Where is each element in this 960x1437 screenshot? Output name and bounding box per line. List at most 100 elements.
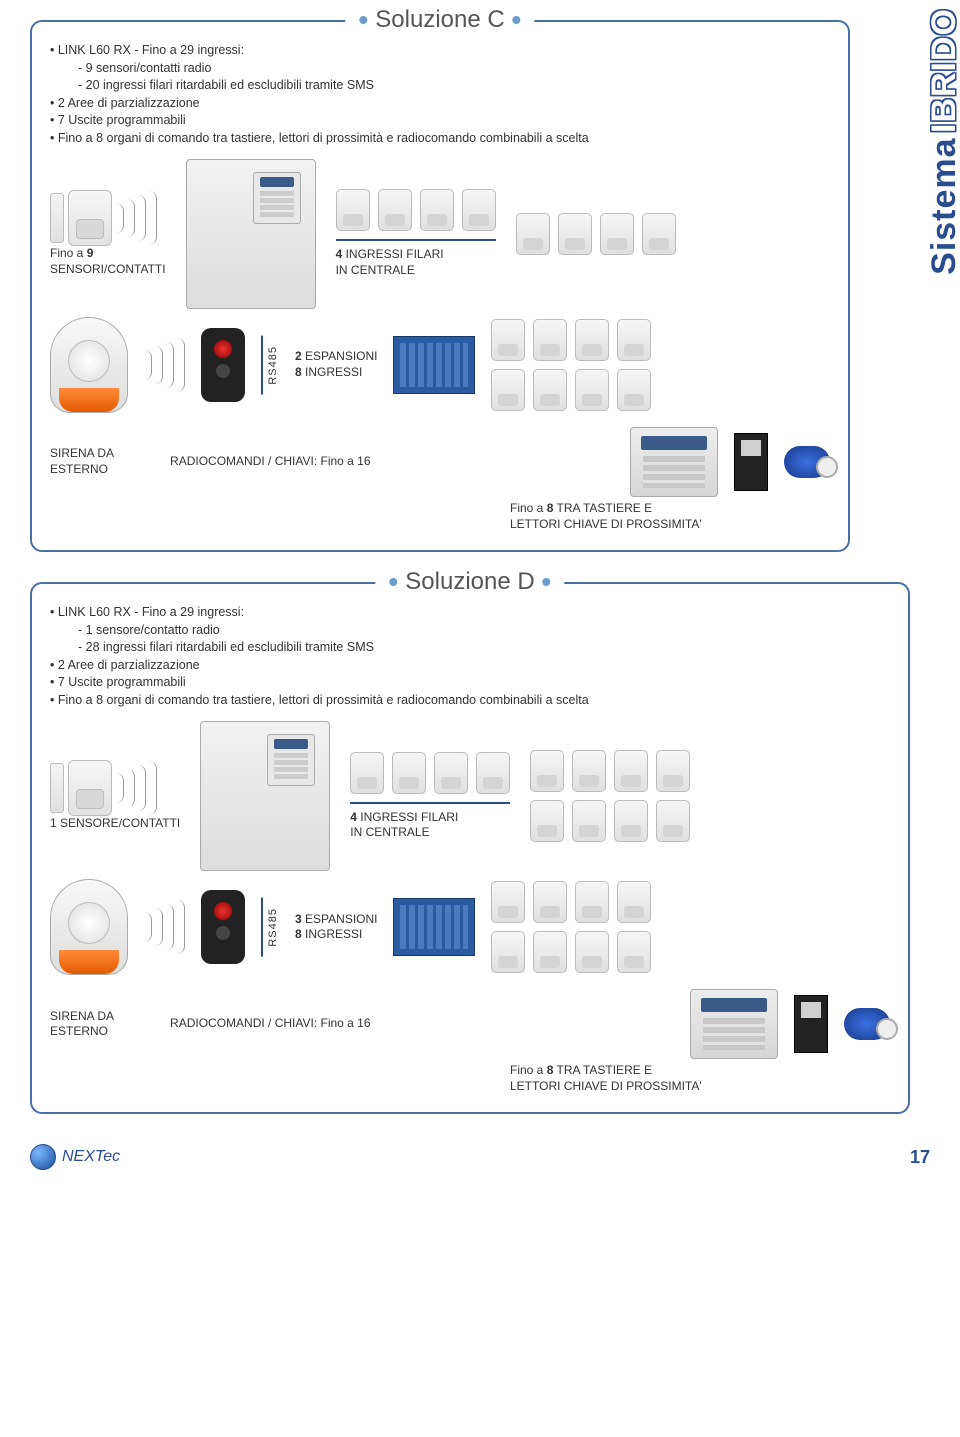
filari-label: 4 INGRESSI FILARI IN CENTRALE (336, 247, 496, 278)
sensor-mini-icon (533, 319, 567, 361)
siren-icon (50, 317, 128, 413)
bullet: Fino a 8 organi di comando tra tastiere,… (50, 692, 890, 710)
title-text: Soluzione D (405, 568, 534, 596)
rfid-tag-icon (784, 446, 830, 478)
row-top-d: 1 SENSORE/CONTATTI 4 INGRESSI FILARI IN … (50, 721, 890, 871)
stacked-sensors (491, 319, 651, 411)
bullet: 7 Uscite programmabili (50, 674, 890, 692)
bullet-sub: - 28 ingressi filari ritardabili ed escl… (50, 639, 890, 657)
keypad-icon (267, 734, 315, 786)
sensor-mini-icon (530, 750, 564, 792)
sensor-mini-icon (642, 213, 676, 255)
side-title-1: Sistema (925, 137, 960, 274)
dot-icon (513, 16, 521, 24)
sirena-label: SIRENA DAESTERNO (50, 1009, 114, 1040)
sensor-mini-icon (378, 189, 412, 231)
title-text: Soluzione C (375, 6, 504, 34)
sensor-mini-icon (614, 750, 648, 792)
radio-waves-icon (116, 761, 157, 815)
row-top-c: Fino a 9 SENSORI/CONTATTI 4 INGRESSI FIL… (50, 159, 830, 309)
bullet-sub: - 9 sensori/contatti radio (50, 60, 830, 78)
bullet-sub: - 20 ingressi filari ritardabili ed escl… (50, 77, 830, 95)
sirena-block: SIRENA DAESTERNO (50, 1009, 114, 1040)
page-number: 17 (910, 1147, 930, 1168)
row-mid-c: RS485 2 ESPANSIONI 8 INGRESSI (200, 317, 830, 413)
radiocomandi-block: RADIOCOMANDI / CHIAVI: Fino a 16 (130, 454, 614, 470)
radio-waves-icon (144, 900, 185, 954)
globe-icon (30, 1144, 56, 1170)
sensor-mini-icon (575, 881, 609, 923)
proximity-reader-icon (734, 433, 768, 491)
sensor-mini-icon (491, 931, 525, 973)
bullet: 7 Uscite programmabili (50, 112, 830, 130)
dot-icon (543, 578, 551, 586)
stacked-sensors (516, 213, 676, 255)
siren-icon (50, 879, 128, 975)
sensor-mini-icon (575, 369, 609, 411)
remote-icon (201, 890, 245, 964)
solution-c-panel: Soluzione C LINK L60 RX - Fino a 29 ingr… (30, 20, 850, 552)
sensor-mini-icon (336, 189, 370, 231)
side-title-2: IBRIDO (925, 8, 960, 133)
wire-icon (350, 794, 510, 804)
sensor-mini-icon (617, 369, 651, 411)
keypad-icon (253, 172, 301, 224)
bullet: LINK L60 RX - Fino a 29 ingressi: (50, 604, 890, 622)
radiocomandi-label: RADIOCOMANDI / CHIAVI: Fino a 16 (170, 1016, 674, 1032)
bullets-c: LINK L60 RX - Fino a 29 ingressi: - 9 se… (50, 42, 830, 147)
sensor-mini-icon (516, 213, 550, 255)
bullet: LINK L60 RX - Fino a 29 ingressi: (50, 42, 830, 60)
vertical-side-title: Sistema IBRIDO (925, 8, 960, 275)
central-unit-icon (186, 159, 316, 309)
sensor-mini-icon (530, 800, 564, 842)
sensor-mini-icon (434, 752, 468, 794)
expansion-label: 3 ESPANSIONI 8 INGRESSI (295, 912, 377, 943)
radiocomandi-label: RADIOCOMANDI / CHIAVI: Fino a 16 (170, 454, 614, 470)
sensor-mini-icon (491, 369, 525, 411)
sensor-mini-icon (617, 319, 651, 361)
keypad-reader-icon (630, 427, 718, 497)
sensor-mini-icon (491, 881, 525, 923)
radio-waves-icon (116, 191, 157, 245)
pir-icon (68, 760, 112, 816)
stacked-sensors (491, 881, 651, 973)
sensor-mini-icon (392, 752, 426, 794)
solution-d-title: Soluzione D (375, 568, 564, 596)
rfid-tag-icon (844, 1008, 890, 1040)
bullet-sub: - 1 sensore/contatto radio (50, 622, 890, 640)
sensors-label: Fino a 9 SENSORI/CONTATTI (50, 246, 166, 277)
tastiere-label: Fino a 8 TRA TASTIERE E LETTORI CHIAVE D… (510, 1063, 890, 1094)
sensor-block: 1 SENSORE/CONTATTI (50, 760, 180, 832)
keypad-reader-icon (690, 989, 778, 1059)
sensor-mini-icon (420, 189, 454, 231)
expansion-label: 2 ESPANSIONI 8 INGRESSI (295, 349, 377, 380)
sensor-mini-icon (575, 931, 609, 973)
sensor-mini-icon (614, 800, 648, 842)
filari-block: 4 INGRESSI FILARI IN CENTRALE (336, 189, 496, 278)
filari-label: 4 INGRESSI FILARI IN CENTRALE (350, 810, 510, 841)
contact-icon (50, 193, 64, 243)
sensor-mini-icon (572, 800, 606, 842)
bullet: 2 Aree di parzializzazione (50, 95, 830, 113)
row-bottom-c: SIRENA DAESTERNO RADIOCOMANDI / CHIAVI: … (50, 427, 830, 497)
proximity-reader-icon (794, 995, 828, 1053)
rs485-label: RS485 (261, 898, 279, 957)
stacked-sensors (530, 750, 690, 842)
sensor-mini-icon (617, 931, 651, 973)
sensor-mini-icon (575, 319, 609, 361)
sensor-mini-icon (656, 800, 690, 842)
sensor-mini-icon (617, 881, 651, 923)
filari-block: 4 INGRESSI FILARI IN CENTRALE (350, 752, 510, 841)
remote-icon (201, 328, 245, 402)
sensor-mini-icon (600, 213, 634, 255)
sensor-mini-icon (491, 319, 525, 361)
sirena-block: SIRENA DAESTERNO (50, 446, 114, 477)
brand-text: NEXTec (62, 1148, 120, 1166)
page-footer: NEXTec 17 (30, 1144, 930, 1170)
sensor-mini-icon (462, 189, 496, 231)
radio-waves-icon (144, 338, 185, 392)
expansion-board-icon (393, 898, 475, 956)
sensor-mini-icon (572, 750, 606, 792)
wire-icon (336, 231, 496, 241)
sensor-mini-icon (350, 752, 384, 794)
